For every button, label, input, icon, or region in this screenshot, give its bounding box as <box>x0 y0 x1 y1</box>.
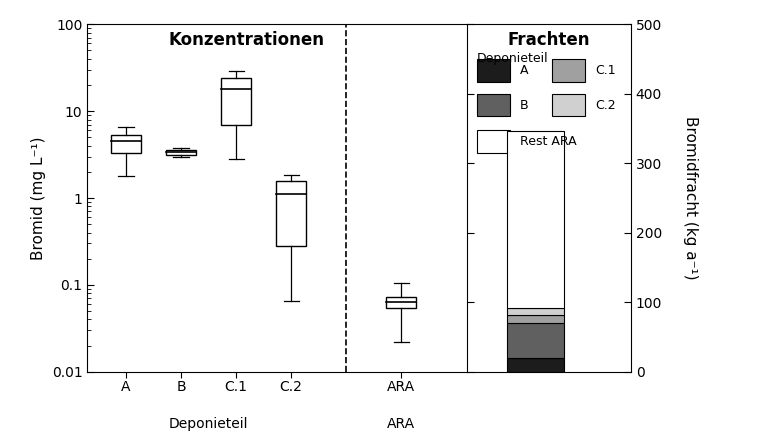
Bar <box>553 59 585 81</box>
Bar <box>386 297 416 308</box>
Text: Deponieteil: Deponieteil <box>169 417 249 431</box>
Text: A: A <box>520 64 528 77</box>
Bar <box>111 135 141 153</box>
Y-axis label: Bromidfracht (kg a⁻¹): Bromidfracht (kg a⁻¹) <box>683 116 698 280</box>
Text: Rest ARA: Rest ARA <box>520 135 576 148</box>
Text: Konzentrationen: Konzentrationen <box>169 31 325 49</box>
Bar <box>507 131 564 308</box>
Bar <box>166 150 196 155</box>
Bar <box>477 130 510 153</box>
Bar <box>477 59 510 81</box>
Text: ARA: ARA <box>388 417 416 431</box>
Bar <box>507 315 564 323</box>
Bar <box>507 323 564 358</box>
Bar <box>553 94 585 116</box>
Bar <box>477 94 510 116</box>
Bar <box>507 308 564 315</box>
Text: Deponieteil: Deponieteil <box>477 52 549 65</box>
Text: B: B <box>520 99 528 111</box>
Y-axis label: Bromid (mg L⁻¹): Bromid (mg L⁻¹) <box>31 136 46 260</box>
Text: C.2: C.2 <box>595 99 616 111</box>
Text: Frachten: Frachten <box>508 31 591 49</box>
Text: C.1: C.1 <box>595 64 616 77</box>
Bar <box>221 78 252 125</box>
Bar <box>507 358 564 372</box>
Bar <box>276 181 306 246</box>
